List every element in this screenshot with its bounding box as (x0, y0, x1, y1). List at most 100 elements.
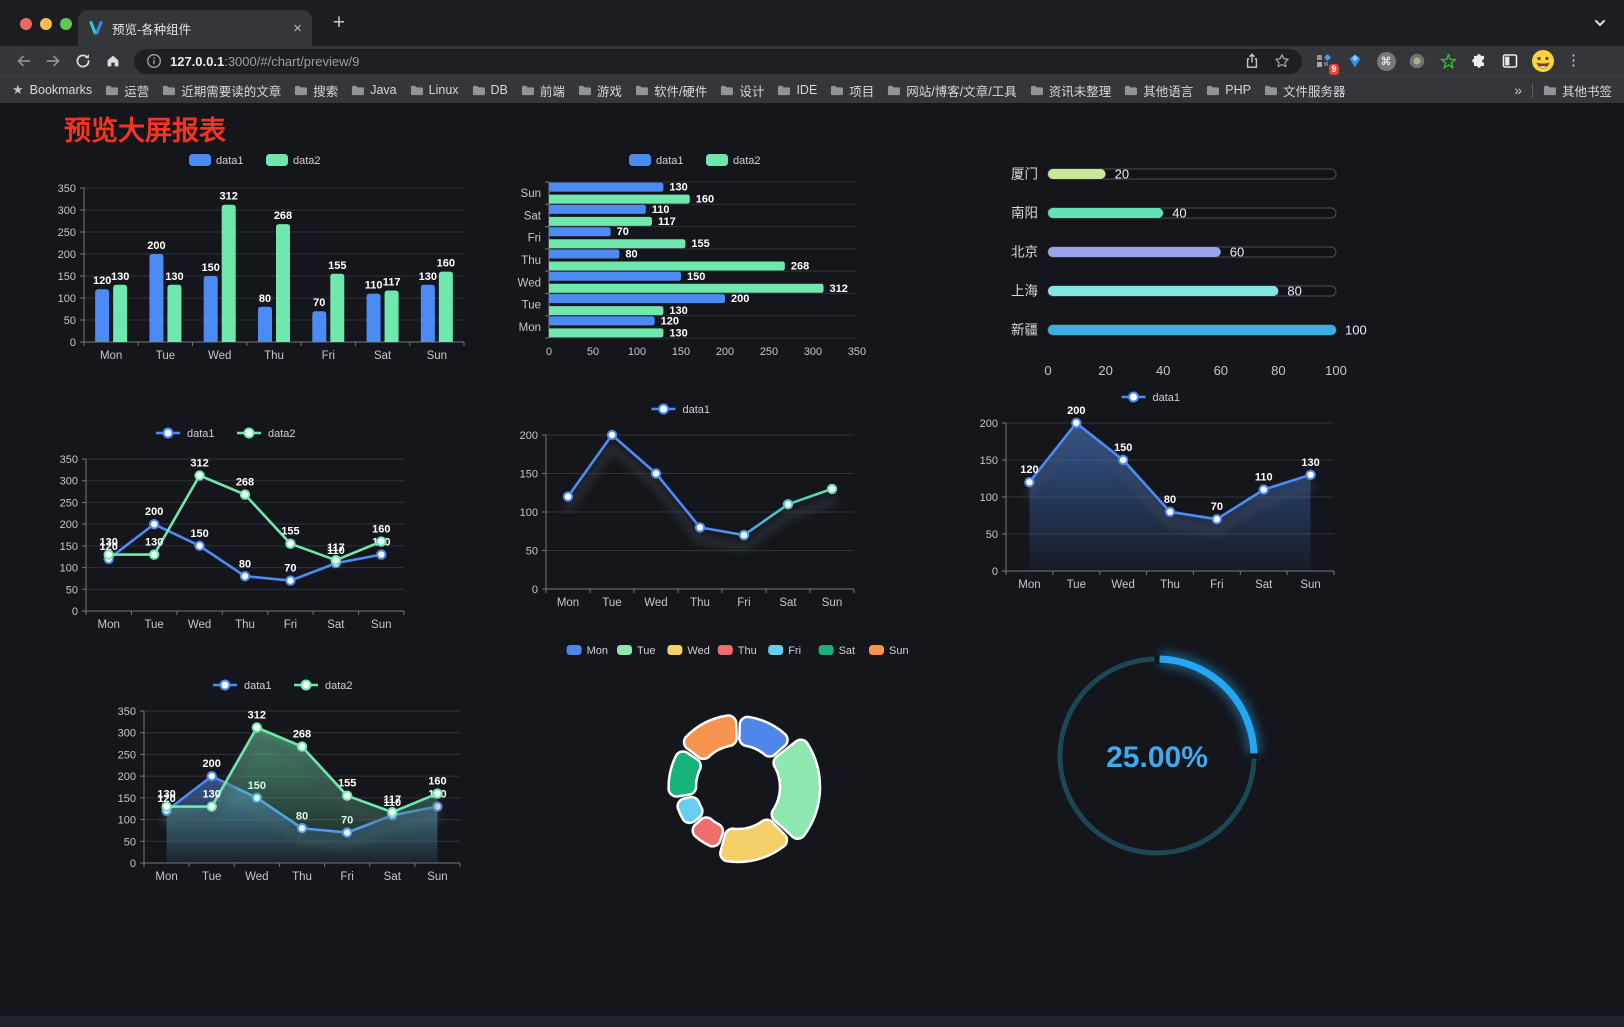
bookmark-item[interactable]: 文件服务器 (1264, 81, 1345, 100)
svg-text:117: 117 (658, 216, 676, 228)
forward-button[interactable] (38, 48, 68, 74)
folder-icon (163, 85, 176, 96)
svg-text:300: 300 (118, 728, 136, 740)
svg-text:Wed: Wed (644, 597, 667, 609)
new-tab-button[interactable]: + (332, 11, 346, 34)
svg-text:80: 80 (625, 249, 637, 261)
folder-icon (778, 85, 791, 96)
window-controls (20, 18, 72, 30)
svg-text:Thu: Thu (235, 619, 255, 631)
bookmarks-overflow-chevron[interactable]: » (1514, 82, 1522, 98)
browser-menu-icon[interactable]: ⋮ (1566, 52, 1581, 69)
svg-text:0: 0 (532, 584, 538, 596)
bookmark-star-icon[interactable] (1274, 53, 1290, 69)
svg-text:130: 130 (165, 271, 183, 283)
bookmark-item[interactable]: IDE (777, 83, 817, 97)
bookmarks-bar: ★ Bookmarks 运营 近期需要读的文章 搜索 Java Linux DB 前端 游戏软… (0, 76, 1624, 103)
chart-horizontal-bar[interactable]: 0 50 100 150 200 250 300 350 Mon 120 130 Tue 200 130 W… (503, 148, 893, 366)
svg-text:data1: data1 (656, 155, 684, 167)
chart-rose-pie[interactable]: Mon Tue Wed Thu Fri Sat Sun (550, 636, 926, 896)
url-text[interactable]: 127.0.0.1:3000/#/chart/preview/9 (170, 54, 359, 69)
tab-search-chevron-icon[interactable] (1592, 15, 1608, 36)
site-info-icon[interactable] (146, 53, 162, 69)
sidebar-toggle-icon[interactable] (1500, 51, 1520, 71)
svg-text:100: 100 (1325, 363, 1347, 378)
bookmark-item[interactable]: 近期需要读的文章 (162, 81, 281, 100)
svg-text:Sat: Sat (327, 619, 345, 631)
svg-text:155: 155 (281, 526, 299, 538)
bookmark-item[interactable]: PHP (1206, 83, 1251, 97)
profile-avatar[interactable] (1531, 49, 1555, 73)
extensions-puzzle-icon[interactable] (1469, 51, 1489, 71)
bookmark-item[interactable]: 资讯未整理 (1030, 81, 1111, 100)
bookmark-item[interactable]: 游戏 (578, 81, 622, 100)
svg-text:data1: data1 (187, 428, 215, 440)
fullscreen-window-button[interactable] (60, 18, 72, 30)
browser-tab[interactable]: 预览-各种组件 × (78, 10, 312, 46)
svg-text:160: 160 (696, 194, 714, 206)
bookmark-item[interactable]: Linux (410, 83, 459, 97)
svg-text:312: 312 (830, 283, 848, 295)
bookmark-item[interactable]: 运营 (105, 81, 149, 100)
bookmark-item[interactable]: 搜索 (294, 81, 338, 100)
extension-star-icon[interactable] (1438, 51, 1458, 71)
svg-text:Tue: Tue (144, 619, 163, 631)
svg-text:Fri: Fri (788, 645, 801, 657)
extension-gem-icon[interactable] (1345, 51, 1365, 71)
svg-text:155: 155 (338, 778, 356, 790)
bookmark-item[interactable]: 网站/博客/文章/工具 (887, 81, 1017, 100)
svg-text:150: 150 (1114, 442, 1132, 454)
svg-text:70: 70 (313, 297, 325, 309)
bookmark-item[interactable]: 软件/硬件 (635, 81, 707, 100)
svg-text:Fri: Fri (340, 871, 353, 883)
svg-text:200: 200 (58, 249, 76, 261)
svg-text:130: 130 (145, 537, 163, 549)
svg-text:130: 130 (669, 327, 687, 339)
chart-gradient-line[interactable]: 0 50 100 150 200 Mon Tue Wed Thu Fri Sat Sun data1 (498, 397, 870, 617)
chart-gauge[interactable]: 25.00% (1036, 636, 1278, 876)
extensions-bar: 9 ⌘ ⋮ (1314, 49, 1581, 75)
chart-dual-area[interactable]: 0 50 100 150 200 250 300 350 Mon Tue Wed Thu Fri Sat S… (96, 673, 476, 891)
bookmark-item[interactable]: 前端 (521, 81, 565, 100)
close-window-button[interactable] (20, 18, 32, 30)
bookmark-item[interactable]: DB (472, 83, 508, 97)
svg-text:Fri: Fri (528, 233, 541, 245)
bookmark-item[interactable]: 设计 (720, 81, 764, 100)
minimize-window-button[interactable] (40, 18, 52, 30)
svg-text:117: 117 (383, 277, 401, 289)
svg-text:Sun: Sun (427, 350, 447, 362)
svg-text:Sun: Sun (371, 619, 391, 631)
chart-grouped-bar[interactable]: 0 50 100 150 200 250 300 350 Mon Tue Wed Thu Fri Sat S… (38, 148, 478, 368)
bookmark-item[interactable]: 项目 (830, 81, 874, 100)
chart-dual-line[interactable]: 0 50 100 150 200 250 300 350 Mon Tue Wed Thu Fri Sat S… (38, 421, 420, 639)
svg-text:50: 50 (66, 584, 78, 596)
reload-button[interactable] (68, 48, 98, 74)
svg-text:80: 80 (259, 293, 271, 305)
home-button[interactable] (98, 48, 128, 74)
svg-text:300: 300 (60, 476, 78, 488)
svg-text:300: 300 (804, 346, 822, 358)
chart-single-area[interactable]: 0 50 100 150 200 Mon Tue Wed Thu Fri Sat Sun 120 200 1… (958, 385, 1350, 599)
extension-grid-icon[interactable]: 9 (1314, 51, 1339, 75)
address-bar[interactable]: 127.0.0.1:3000/#/chart/preview/9 (134, 48, 1302, 74)
extension-command-icon[interactable]: ⌘ (1376, 51, 1396, 71)
chart-progress-bars[interactable]: 厦门 20 南阳 40 北京 60 上海 80 新疆 100 0 20 40 60 80 100 (998, 153, 1380, 385)
svg-text:data1: data1 (1153, 392, 1181, 404)
folder-icon (521, 85, 534, 96)
bookmark-item[interactable]: Java (351, 83, 397, 97)
svg-text:268: 268 (293, 729, 311, 741)
bookmark-item[interactable]: 其他语言 (1124, 81, 1193, 100)
tab-close-icon[interactable]: × (293, 19, 302, 37)
back-button[interactable] (8, 48, 38, 74)
svg-text:100: 100 (1345, 323, 1367, 338)
svg-text:160: 160 (428, 776, 446, 788)
other-bookmarks-folder[interactable]: 其他书签 (1543, 81, 1612, 100)
svg-text:Sun: Sun (521, 188, 541, 200)
extension-dot-icon[interactable] (1407, 51, 1427, 71)
svg-text:Sat: Sat (779, 597, 797, 609)
bookmarks-root[interactable]: ★ Bookmarks (12, 82, 92, 98)
folder-icon (888, 85, 901, 96)
share-icon[interactable] (1244, 53, 1260, 69)
svg-text:Sat: Sat (839, 645, 856, 657)
